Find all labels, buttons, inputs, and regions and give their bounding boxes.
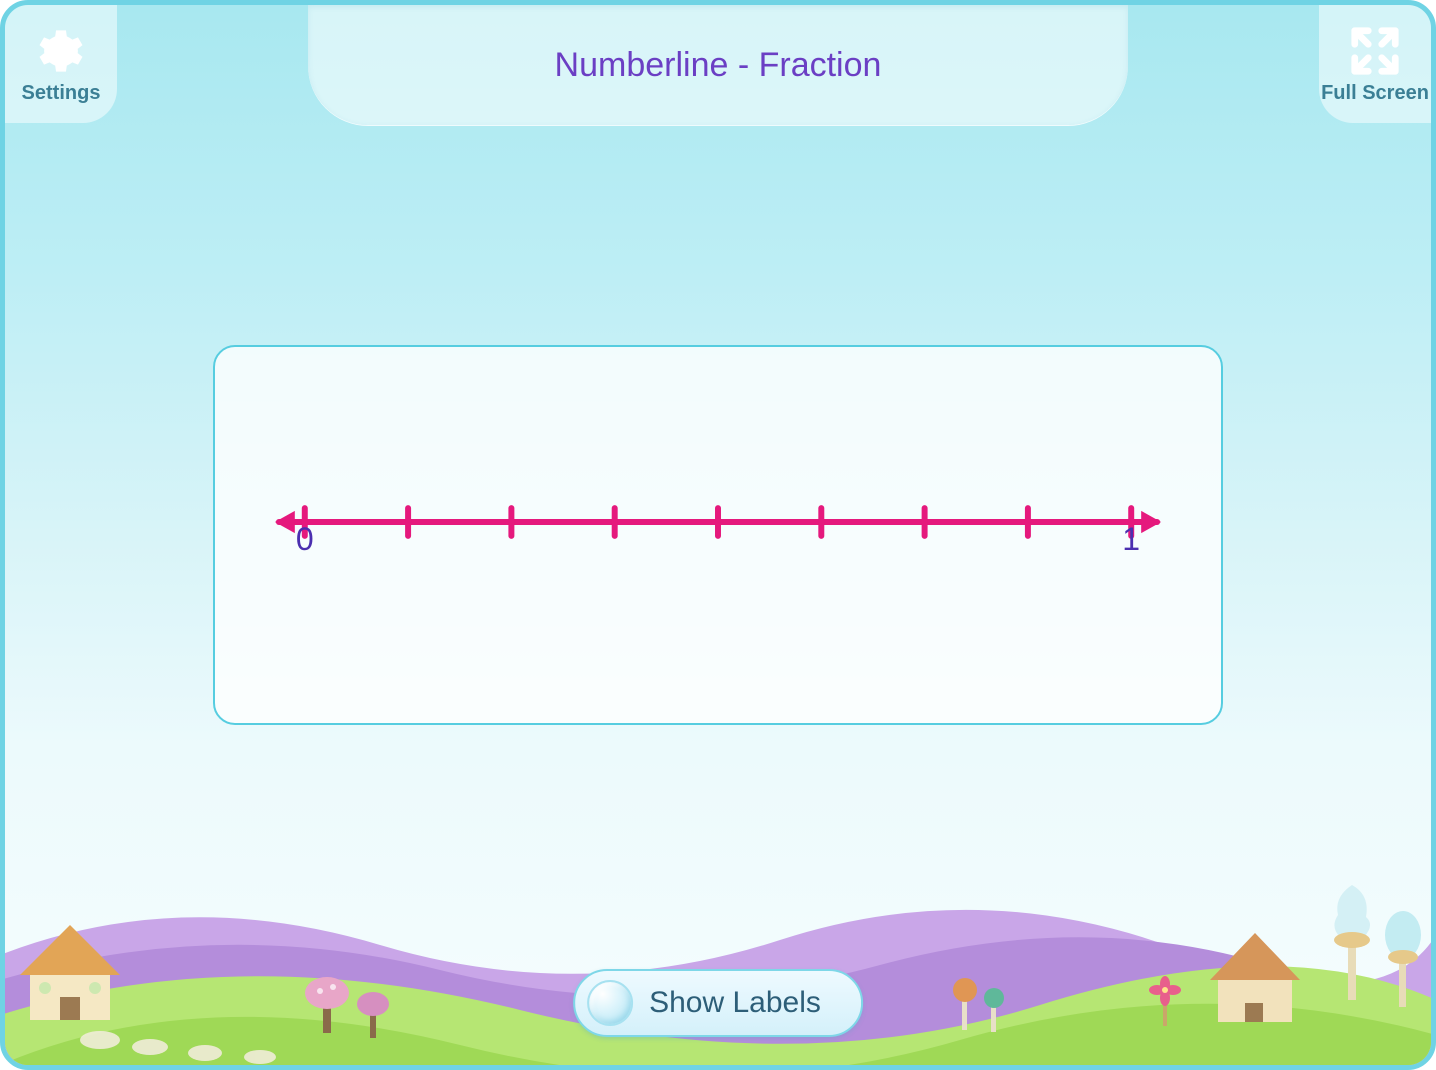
fullscreen-icon bbox=[1348, 24, 1402, 78]
fullscreen-button[interactable]: Full Screen bbox=[1319, 5, 1431, 123]
settings-label: Settings bbox=[22, 82, 101, 105]
fullscreen-label: Full Screen bbox=[1321, 82, 1429, 105]
numberline-container: 0 1 bbox=[255, 477, 1181, 567]
numberline-end-label: 1 bbox=[1122, 521, 1140, 558]
settings-button[interactable]: Settings bbox=[5, 5, 117, 123]
orb-icon bbox=[587, 980, 633, 1026]
show-labels-text: Show Labels bbox=[649, 986, 821, 1020]
numberline-panel: 0 1 bbox=[213, 345, 1223, 725]
app-frame: Numberline - Fraction Settings Full Scre… bbox=[0, 0, 1436, 1070]
title-bar: Numberline - Fraction bbox=[308, 5, 1128, 125]
page-title: Numberline - Fraction bbox=[555, 46, 882, 85]
numberline-start-label: 0 bbox=[296, 521, 314, 558]
numberline[interactable] bbox=[255, 477, 1181, 567]
gear-icon bbox=[34, 24, 88, 78]
show-labels-button[interactable]: Show Labels bbox=[573, 969, 863, 1037]
